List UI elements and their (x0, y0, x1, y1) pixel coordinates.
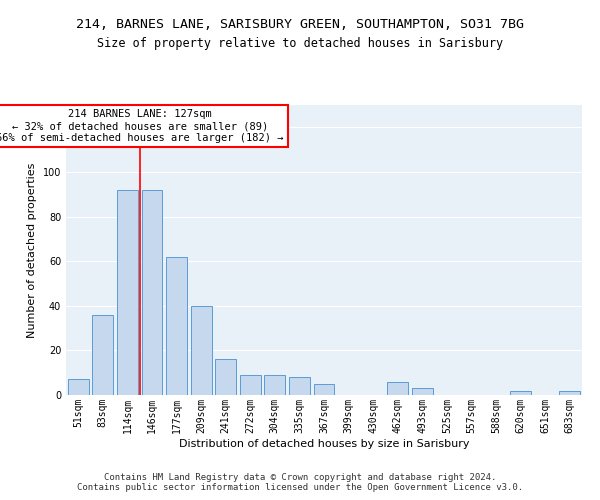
Bar (142, 190, 163, 395)
Y-axis label: Number of detached properties: Number of detached properties (27, 162, 37, 338)
X-axis label: Distribution of detached houses by size in Sarisbury: Distribution of detached houses by size … (179, 438, 469, 448)
Bar (92, 314, 113, 395)
Bar (412, 388, 433, 395)
Text: 214, BARNES LANE, SARISBURY GREEN, SOUTHAMPTON, SO31 7BG: 214, BARNES LANE, SARISBURY GREEN, SOUTH… (76, 18, 524, 30)
Bar (314, 384, 334, 395)
Text: Contains HM Land Registry data © Crown copyright and database right 2024.
Contai: Contains HM Land Registry data © Crown c… (77, 473, 523, 492)
Bar (559, 390, 580, 395)
Bar (240, 375, 261, 395)
Bar (265, 375, 286, 395)
Bar (289, 377, 310, 395)
Bar (68, 380, 89, 395)
Bar (510, 390, 531, 395)
Text: 214 BARNES LANE: 127sqm
← 32% of detached houses are smaller (89)
66% of semi-de: 214 BARNES LANE: 127sqm ← 32% of detache… (0, 110, 283, 142)
Bar (166, 256, 187, 395)
Bar (117, 190, 138, 395)
Bar (191, 306, 212, 395)
Text: Size of property relative to detached houses in Sarisbury: Size of property relative to detached ho… (97, 38, 503, 51)
Bar (215, 360, 236, 395)
Bar (387, 382, 408, 395)
